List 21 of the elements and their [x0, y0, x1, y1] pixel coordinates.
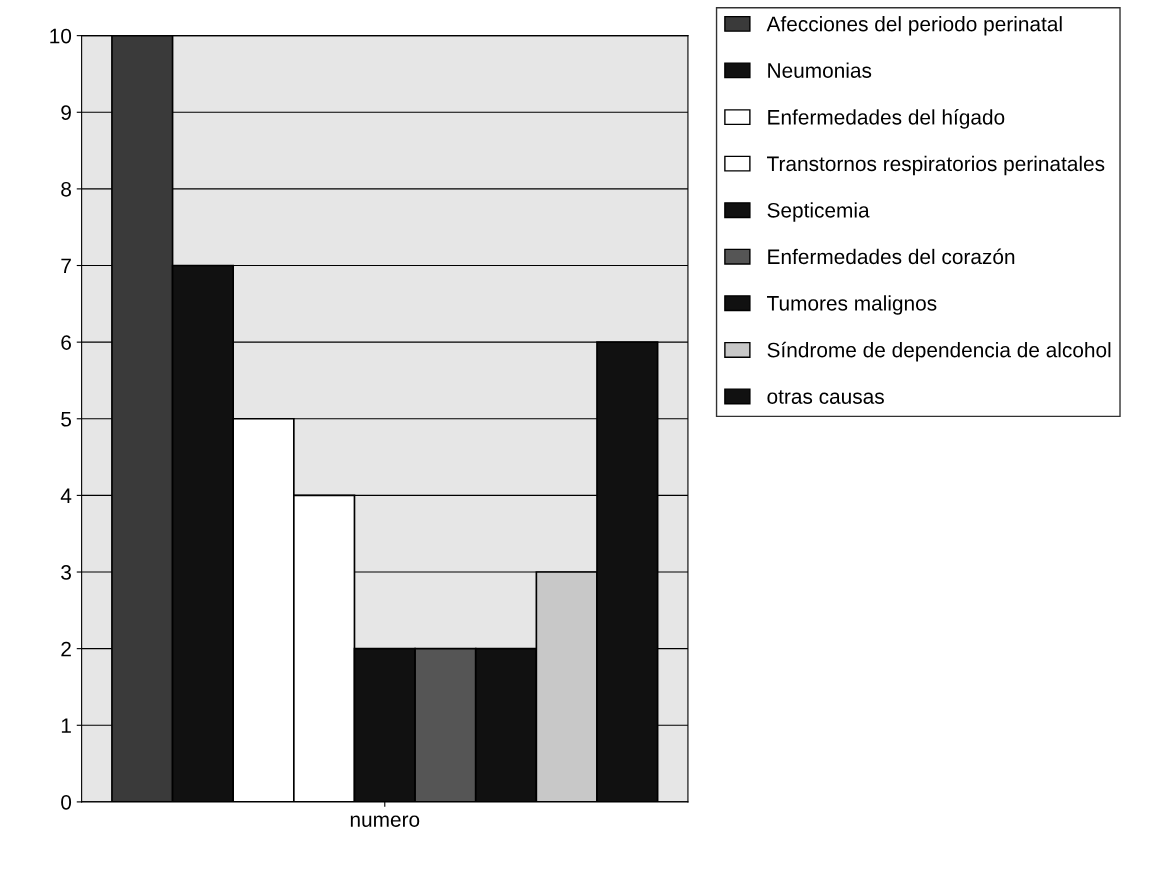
- y-tick-label: 0: [61, 794, 72, 810]
- legend-label: Enfermedades del corazón: [768, 248, 1015, 265]
- x-tick-label: numero: [350, 815, 420, 827]
- legend-label: otras causas: [767, 390, 884, 404]
- y-tick-label: 4: [60, 488, 72, 503]
- y-tick-label: 5: [61, 411, 72, 427]
- legend-label: Enfermedades del hígado: [768, 109, 1005, 129]
- legend-label: Afecciones del periodo perinatal: [766, 16, 1062, 36]
- y-tick-label: 6: [61, 335, 71, 350]
- y-tick-label: 10: [50, 28, 72, 44]
- legend-label: Septicemia: [767, 202, 870, 222]
- legend-label: Síndrome de dependencia de alcohol: [767, 341, 1111, 362]
- legend-label: Transtornos respiratorios perinatales: [767, 155, 1105, 176]
- y-tick-label: 3: [61, 565, 71, 580]
- legend-label: Tumores malignos: [767, 295, 937, 315]
- y-tick-label: 7: [61, 258, 71, 274]
- y-tick-label: 9: [61, 105, 71, 121]
- y-tick-label: 2: [61, 641, 71, 657]
- legend-label: Neumonias: [768, 62, 872, 78]
- y-tick-label: 1: [61, 718, 71, 733]
- y-tick-label: 8: [61, 181, 71, 197]
